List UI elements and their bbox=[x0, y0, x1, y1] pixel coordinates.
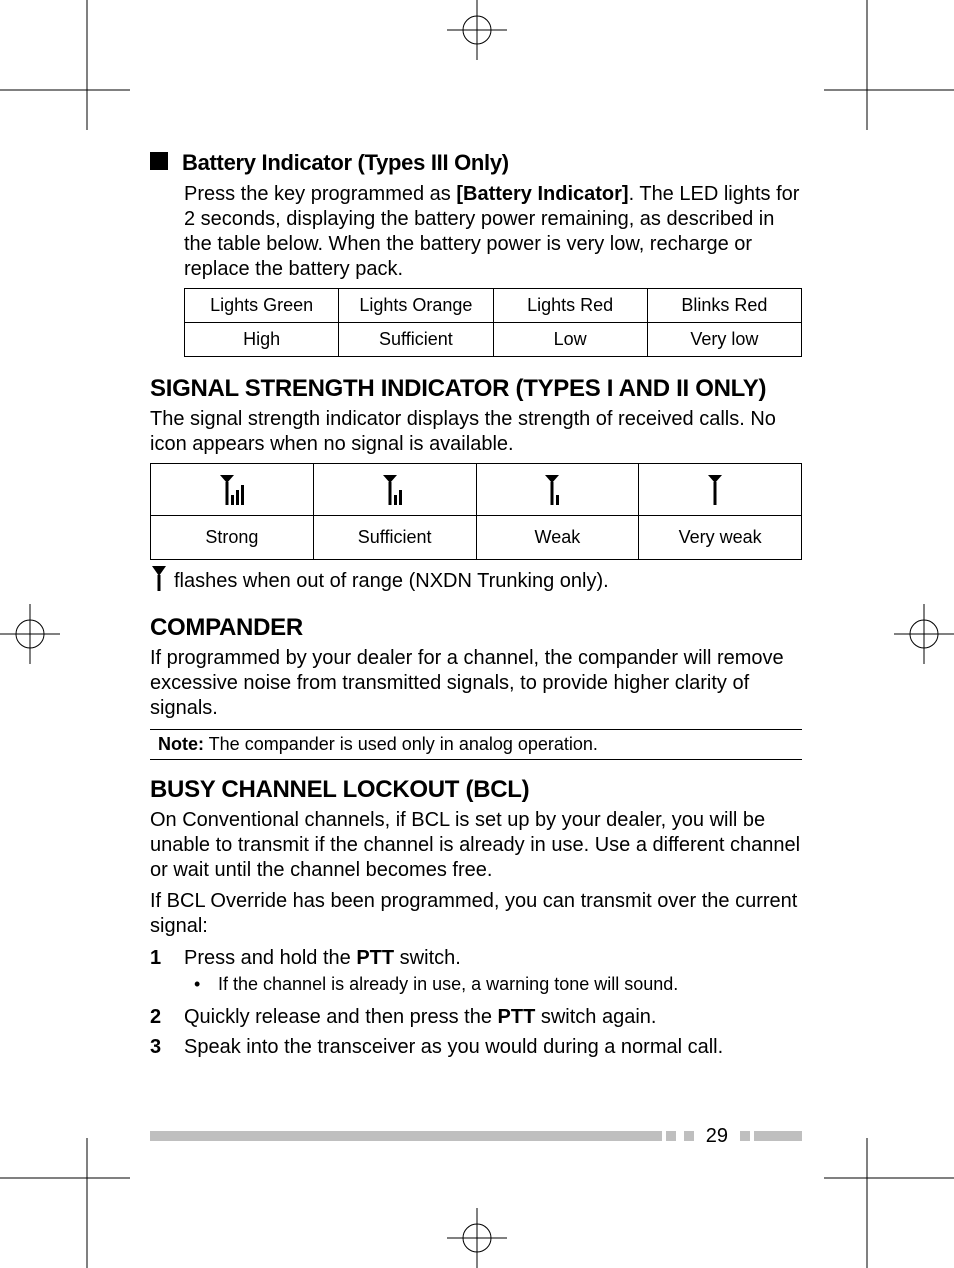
step-pre: Quickly release and then press the bbox=[184, 1006, 498, 1028]
square-bullet-icon bbox=[150, 152, 168, 170]
footer-square-icon bbox=[740, 1131, 750, 1141]
compander-body: If programmed by your dealer for a chann… bbox=[150, 646, 802, 721]
footer-square-icon bbox=[684, 1131, 694, 1141]
footer-bar-icon bbox=[150, 1131, 662, 1141]
battery-body-pre: Press the key programmed as bbox=[184, 183, 456, 205]
antenna-icon bbox=[150, 564, 168, 598]
sub-bullet: If the channel is already in use, a warn… bbox=[184, 973, 802, 996]
signal-body: The signal strength indicator displays t… bbox=[150, 407, 802, 457]
signal-icon-veryweak bbox=[639, 464, 802, 516]
signal-heading: SIGNAL STRENGTH INDICATOR (TYPES I AND I… bbox=[150, 375, 802, 403]
bullet-icon bbox=[184, 973, 218, 996]
step-post: switch. bbox=[394, 947, 461, 969]
step-bold: PTT bbox=[356, 947, 394, 969]
list-item: 3 Speak into the transceiver as you woul… bbox=[150, 1034, 802, 1060]
footer-bar-icon bbox=[754, 1131, 802, 1141]
signal-table: Strong Sufficient Weak Very weak bbox=[150, 463, 802, 560]
step-text: Quickly release and then press the PTT s… bbox=[184, 1004, 802, 1030]
step-text: Speak into the transceiver as you would … bbox=[184, 1034, 802, 1060]
battery-body-bold: [Battery Indicator] bbox=[456, 183, 628, 205]
bcl-steps: 1 Press and hold the PTT switch. If the … bbox=[150, 945, 802, 1060]
step-pre: Speak into the transceiver as you would … bbox=[184, 1036, 723, 1058]
signal-icon-strong bbox=[151, 464, 314, 516]
bcl-heading: BUSY CHANNEL LOCKOUT (BCL) bbox=[150, 776, 802, 804]
cell: Sufficient bbox=[339, 323, 493, 357]
step-number: 1 bbox=[150, 945, 184, 1000]
cell: Low bbox=[493, 323, 647, 357]
cell: Sufficient bbox=[313, 516, 476, 560]
note-body: The compander is used only in analog ope… bbox=[204, 734, 598, 754]
cell: Very low bbox=[647, 323, 801, 357]
signal-flash-text: flashes when out of range (NXDN Trunking… bbox=[174, 570, 609, 593]
table-row: Lights Green Lights Orange Lights Red Bl… bbox=[185, 289, 802, 323]
page-footer: 29 bbox=[150, 1128, 802, 1144]
cell: Lights Red bbox=[493, 289, 647, 323]
cell: Weak bbox=[476, 516, 639, 560]
bcl-body2: If BCL Override has been programmed, you… bbox=[150, 889, 802, 939]
step-bold: PTT bbox=[498, 1006, 536, 1028]
step-number: 3 bbox=[150, 1034, 184, 1060]
battery-body: Press the key programmed as [Battery Ind… bbox=[184, 182, 802, 282]
battery-heading: Battery Indicator (Types III Only) bbox=[182, 150, 509, 176]
table-row bbox=[151, 464, 802, 516]
list-item: 2 Quickly release and then press the PTT… bbox=[150, 1004, 802, 1030]
cell: High bbox=[185, 323, 339, 357]
cell: Lights Orange bbox=[339, 289, 493, 323]
cell: Lights Green bbox=[185, 289, 339, 323]
signal-icon-weak bbox=[476, 464, 639, 516]
signal-flash-note: flashes when out of range (NXDN Trunking… bbox=[150, 564, 802, 598]
table-row: Strong Sufficient Weak Very weak bbox=[151, 516, 802, 560]
bcl-body1: On Conventional channels, if BCL is set … bbox=[150, 808, 802, 883]
list-item: 1 Press and hold the PTT switch. If the … bbox=[150, 945, 802, 1000]
battery-table: Lights Green Lights Orange Lights Red Bl… bbox=[184, 288, 802, 357]
cell: Blinks Red bbox=[647, 289, 801, 323]
step-pre: Press and hold the bbox=[184, 947, 356, 969]
footer-square-icon bbox=[666, 1131, 676, 1141]
signal-icon-sufficient bbox=[313, 464, 476, 516]
cell: Very weak bbox=[639, 516, 802, 560]
cell: Strong bbox=[151, 516, 314, 560]
page-number: 29 bbox=[706, 1125, 728, 1148]
table-row: High Sufficient Low Very low bbox=[185, 323, 802, 357]
step-number: 2 bbox=[150, 1004, 184, 1030]
sub-text: If the channel is already in use, a warn… bbox=[218, 973, 678, 996]
step-post: switch again. bbox=[535, 1006, 656, 1028]
step-text: Press and hold the PTT switch. If the ch… bbox=[184, 945, 802, 1000]
note-label: Note: bbox=[158, 734, 204, 754]
compander-note: Note: The compander is used only in anal… bbox=[150, 729, 802, 760]
compander-heading: COMPANDER bbox=[150, 614, 802, 642]
